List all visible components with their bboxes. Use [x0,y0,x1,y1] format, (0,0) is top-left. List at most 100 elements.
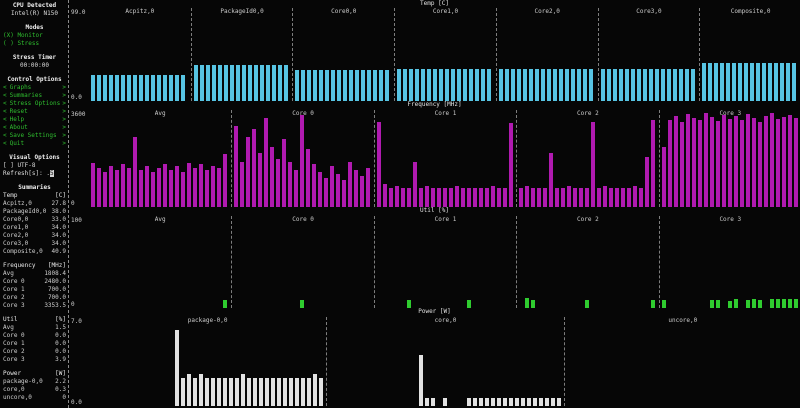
bar [739,119,744,207]
summary-row-util-core-3: Core 3 3.9 [3,356,66,364]
bars [295,8,394,101]
summary-label: Core1,0 [3,224,29,231]
bar [424,185,429,207]
bar [367,70,372,101]
summary-label: uncore,0 [3,394,32,401]
bars [661,216,800,308]
bar [277,65,282,101]
bar [288,162,293,207]
bar [409,69,414,101]
menu-item-help[interactable]: < Help > [3,116,66,124]
bar [355,70,360,101]
bars [91,317,326,406]
menu-item-summaries[interactable]: < Summaries > [3,92,66,100]
menu-item-stress-options[interactable]: < Stress Options > [3,100,66,108]
bar [467,398,472,406]
summary-value: 34.0 [51,232,66,239]
summary-value: 700.0 [47,286,66,293]
bar [609,187,614,207]
temp-axis-max: 99.0 [71,9,86,16]
bar [223,378,227,406]
bar [721,114,726,207]
stress-timer-value: 00:00:00 [20,62,49,69]
column-label: Core 1 [434,216,457,223]
bar [133,137,137,207]
bar [585,187,590,207]
bar [451,69,456,101]
bar [702,62,707,101]
menu-item-reset[interactable]: < Reset > [3,108,66,116]
bar [265,65,270,101]
summary-row-frequency-core-1: Core 1 700.0 [3,286,66,294]
mode-option-x-monitor[interactable]: (X) Monitor [3,32,43,39]
bar [205,65,210,101]
refresh-field[interactable]: Refresh[s]: .5 [3,170,66,178]
summary-row-temp-core3-0: Core3,0 34.0 [3,240,66,248]
bar [558,69,563,101]
temp-axis-min: 0.0 [71,94,82,101]
bar [283,65,288,101]
mode-option-stress[interactable]: ( ) Stress [3,40,40,47]
bar [691,117,696,207]
bar [661,146,666,207]
summary-row-temp-core2-0: Core2,0 34.0 [3,232,66,240]
bar [439,69,444,101]
summary-value: 700.0 [47,294,66,301]
bar [485,398,490,406]
bar [745,299,750,308]
bar [337,70,342,101]
bar [633,185,638,207]
menu-item-graphs[interactable]: < Graphs > [3,84,66,92]
menu-item-label: Quit [9,140,25,147]
summaries-panel: Temp [C] Acpitz,0 27.8 PackageId0,0 38.0 Core0… [3,192,66,402]
bar [733,115,738,207]
bar [792,62,797,101]
bar [325,70,330,101]
summary-value: 1.5 [55,324,66,331]
column-label: Core 0 [292,110,314,117]
bar [313,70,318,101]
bar [406,299,411,308]
bar [157,74,161,101]
bar [271,65,276,101]
summary-row-frequency-core-2: Core 2 700.0 [3,294,66,302]
menu-arrow-right: > [62,132,66,139]
bar [343,70,348,101]
bar [433,69,438,101]
bar [546,69,551,101]
bar [127,168,131,207]
refresh-value[interactable]: 5 [49,170,54,177]
util-graph-title: Util [%] [420,207,449,214]
bars [91,110,231,207]
frequency-axis-max: 3600 [71,111,86,118]
bar [175,329,179,406]
bar [787,298,792,308]
menu-item-about[interactable]: < About > [3,124,66,132]
bar [301,70,306,101]
summary-row-frequency-avg: Avg 1808.4 [3,270,66,278]
bar [642,69,647,101]
bar [714,62,719,101]
bar [732,62,737,101]
bar [690,69,695,101]
bar [475,69,480,101]
summaries-label: Summaries [18,184,51,191]
bar [252,129,257,207]
menu-item-quit[interactable]: < Quit > [3,140,66,148]
summary-label: Avg [3,270,14,277]
bar [490,185,495,207]
column-label: Core1,0 [432,8,459,15]
bar [515,398,520,406]
summary-label: Core 3 [3,302,25,309]
frequency-graph-title: Frequency [MHz] [407,101,462,108]
bar [103,171,107,207]
temp-graph-title: Temp [C] [420,0,449,7]
utf8-checkbox[interactable]: [ ] UTF-8 [3,162,36,169]
menu-arrow-right: > [62,124,66,131]
menu-item-label: Reset [9,108,28,115]
bar [528,69,533,101]
bar [193,65,198,101]
summary-row-util-core-0: Core 0 0.0 [3,332,66,340]
bars [661,110,800,207]
menu-item-save-settings[interactable]: < Save Settings > [3,132,66,140]
